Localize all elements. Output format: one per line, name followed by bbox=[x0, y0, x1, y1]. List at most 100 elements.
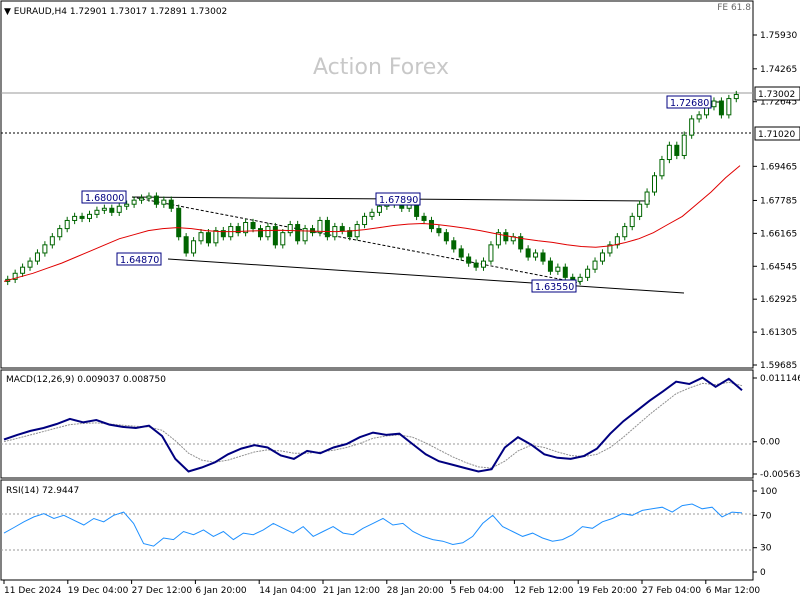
candle-body bbox=[562, 266, 568, 278]
candle-body bbox=[198, 232, 204, 242]
candle-body bbox=[243, 221, 249, 234]
price-annotation-box bbox=[116, 252, 162, 266]
candle-body bbox=[20, 266, 26, 274]
candle-body bbox=[473, 262, 479, 268]
price-annotation-box bbox=[666, 95, 712, 109]
candle-body bbox=[86, 213, 92, 219]
candle-body bbox=[466, 256, 472, 264]
candle-body bbox=[362, 215, 368, 226]
candle-body bbox=[168, 199, 174, 209]
candle-body bbox=[302, 228, 308, 242]
candle-body bbox=[637, 203, 643, 217]
candle-body bbox=[666, 144, 672, 161]
candle-body bbox=[488, 244, 494, 262]
candle-body bbox=[659, 159, 665, 177]
candle-body bbox=[607, 244, 613, 254]
candle-body bbox=[644, 191, 650, 205]
macd-axis: 0.011146 0.00 -0.005639 bbox=[753, 374, 800, 480]
price-tick-label: 1.67785 bbox=[760, 196, 797, 206]
candle-body bbox=[64, 219, 70, 230]
candle-body bbox=[183, 236, 189, 254]
candle-body bbox=[49, 236, 55, 246]
candle-body bbox=[443, 232, 449, 242]
candle-body bbox=[525, 248, 531, 258]
candle-body bbox=[533, 252, 539, 258]
moving-average-line bbox=[3, 165, 741, 282]
price-panel-frame bbox=[0, 0, 754, 369]
price-tick-label: 1.66165 bbox=[760, 229, 797, 239]
candle-body bbox=[272, 226, 278, 246]
time-tick-label: 6 Mar 12:00 bbox=[706, 586, 761, 596]
candle-body bbox=[57, 228, 63, 238]
price-tick-label: 1.69465 bbox=[760, 162, 797, 172]
price-tick-label: 1.74265 bbox=[760, 65, 797, 75]
time-tick-label: 27 Feb 04:00 bbox=[642, 586, 701, 596]
rsi-tick-label: 70 bbox=[760, 511, 772, 521]
candle-body bbox=[94, 209, 100, 215]
support-level-label: 1.71020 bbox=[758, 130, 795, 140]
candle-body bbox=[213, 230, 219, 244]
candle-body bbox=[139, 197, 145, 201]
price-tick-label: 1.61305 bbox=[760, 328, 797, 338]
time-tick-label: 14 Jan 04:00 bbox=[259, 586, 316, 596]
candle-body bbox=[250, 221, 256, 230]
price-panel[interactable]: Action Forex ▼ EURAUD,H4 1.72901 1.73017… bbox=[0, 0, 800, 371]
candle-body bbox=[280, 232, 286, 246]
candle-body bbox=[295, 224, 301, 242]
candle-body bbox=[711, 100, 717, 108]
rsi-panel-frame bbox=[0, 479, 754, 581]
current-price-tag bbox=[754, 86, 800, 101]
macd-panel[interactable]: MACD(12,26,9) 0.009037 0.008750 0.011146… bbox=[0, 369, 800, 480]
rsi-tick-label: 0 bbox=[760, 568, 766, 578]
candle-body bbox=[12, 272, 18, 280]
candle-body bbox=[79, 215, 85, 219]
macd-signal-line bbox=[3, 381, 743, 469]
candle-body bbox=[146, 195, 152, 199]
candle-body bbox=[481, 260, 487, 268]
candle-body bbox=[42, 244, 48, 254]
price-annotation-box bbox=[375, 192, 421, 206]
current-price-label: 1.73002 bbox=[758, 90, 795, 100]
candle-body bbox=[674, 144, 680, 156]
time-tick-label: 19 Dec 04:00 bbox=[68, 586, 129, 596]
rsi-panel[interactable]: RSI(14) 72.9447 100 70 30 0 bbox=[0, 479, 777, 581]
time-tick-label: 21 Jan 12:00 bbox=[323, 586, 380, 596]
macd-tick-label: -0.005639 bbox=[760, 470, 800, 480]
candle-body bbox=[109, 207, 115, 213]
watermark: Action Forex bbox=[313, 55, 449, 80]
candle-body bbox=[689, 118, 695, 136]
candle-body bbox=[592, 260, 598, 270]
candle-body bbox=[324, 219, 330, 238]
candle-body bbox=[495, 232, 501, 246]
support-level-tag bbox=[754, 126, 800, 141]
candle-body bbox=[436, 228, 442, 234]
lower-channel-line bbox=[167, 258, 685, 294]
candle-body bbox=[629, 215, 635, 228]
candle-body bbox=[257, 228, 263, 238]
candle-body bbox=[339, 226, 345, 232]
price-annotation-box bbox=[81, 190, 127, 204]
candle-body bbox=[27, 260, 33, 268]
candle-body bbox=[652, 175, 658, 193]
time-tick-label: 5 Feb 04:00 bbox=[451, 586, 505, 596]
candle-body bbox=[34, 252, 40, 262]
candle-body bbox=[265, 226, 271, 238]
candle-body bbox=[376, 205, 382, 213]
price-annotation-label: 1.72680 bbox=[670, 98, 709, 109]
macd-main-line bbox=[3, 376, 743, 473]
time-tick-label: 6 Jan 20:00 bbox=[195, 586, 247, 596]
candle-body bbox=[205, 232, 211, 244]
rsi-axis: 100 70 30 0 bbox=[753, 487, 777, 578]
rsi-title: RSI(14) 72.9447 bbox=[6, 486, 79, 496]
candle-body bbox=[726, 98, 732, 116]
candle-body bbox=[681, 134, 687, 156]
candle-body bbox=[124, 203, 130, 207]
candle-body bbox=[555, 266, 561, 272]
rsi-tick-label: 100 bbox=[760, 487, 777, 497]
price-axis: 1.75930 1.74265 1.72645 1.69465 1.67785 1.661… bbox=[753, 31, 797, 371]
candle-body bbox=[696, 114, 702, 120]
candle-body bbox=[220, 230, 226, 238]
macd-tick-label: 0.011146 bbox=[760, 374, 800, 384]
candles bbox=[5, 90, 739, 286]
rsi-line bbox=[3, 503, 743, 547]
